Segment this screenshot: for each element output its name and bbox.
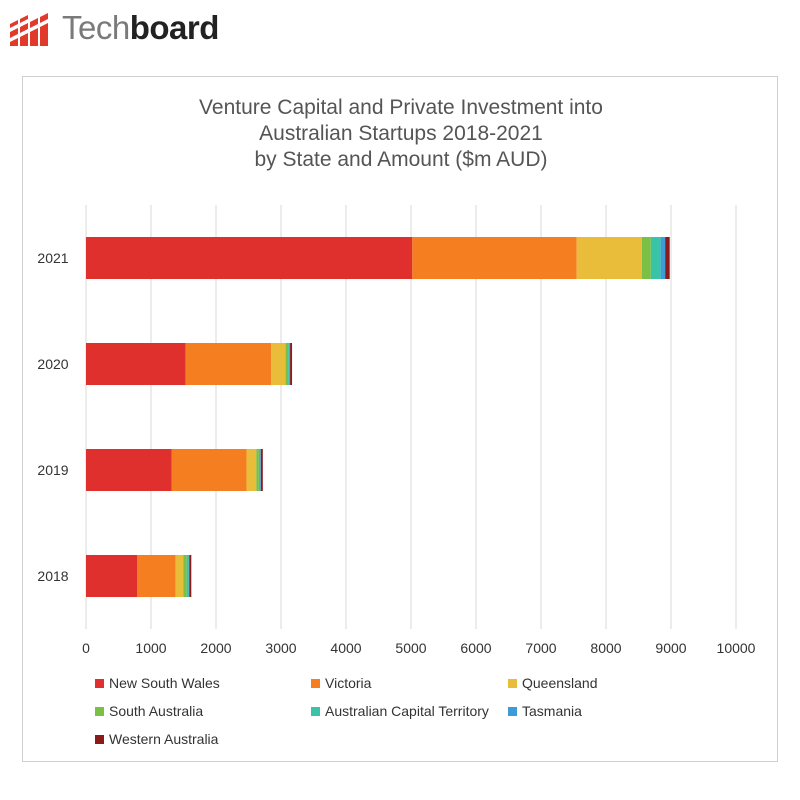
legend-item: Queensland	[508, 675, 598, 691]
legend-swatch	[95, 678, 104, 688]
bar-segment	[186, 555, 189, 597]
stacked-bar-chart: 0 1000 2000 3000 4000 5000 6000 7000 8000 9000 100…	[37, 205, 756, 656]
x-tick-label: 8000	[590, 640, 621, 656]
bar-segment	[271, 343, 286, 385]
y-category-label: 2019	[37, 462, 68, 478]
legend-item: Australian Capital Territory	[311, 703, 489, 719]
legend-item: Victoria	[311, 675, 371, 691]
legend-label: South Australia	[109, 703, 204, 719]
bar-segment	[660, 237, 666, 279]
bar-segment	[188, 555, 190, 597]
bar-segment	[246, 449, 257, 491]
x-tick-label: 4000	[330, 640, 361, 656]
bar-segment	[288, 343, 290, 385]
y-category-label: 2021	[37, 250, 68, 266]
y-category-label: 2020	[37, 356, 68, 372]
bar-segment	[260, 449, 261, 491]
x-tick-label: 7000	[525, 640, 556, 656]
x-tick-label: 0	[82, 640, 90, 656]
legend-swatch	[311, 678, 320, 688]
bar-segment	[256, 449, 259, 491]
legend-label: Victoria	[325, 675, 372, 691]
legend-label: Queensland	[522, 675, 598, 691]
x-tick-label: 2000	[200, 640, 231, 656]
x-tick-label: 6000	[460, 640, 491, 656]
legend-item: Western Australia	[95, 731, 218, 747]
chart-title-line-3: by State and Amount ($m AUD)	[254, 148, 548, 171]
bar-segment	[258, 449, 261, 491]
bar-segment	[650, 237, 661, 279]
logo-text-light: Tech	[62, 9, 130, 46]
legend-swatch	[508, 678, 517, 688]
y-category-label: 2018	[37, 568, 68, 584]
legend-swatch	[508, 706, 517, 716]
legend-swatch	[95, 734, 104, 744]
legend-item: Tasmania	[508, 703, 582, 719]
bar-segment	[185, 343, 272, 385]
bar-segment	[175, 555, 184, 597]
bar-segment	[290, 343, 293, 385]
legend-item: South Australia	[95, 703, 203, 719]
legend-item: New South Wales	[95, 675, 220, 691]
x-tick-label: 1000	[135, 640, 166, 656]
bar-segment	[641, 237, 651, 279]
legend-swatch	[95, 706, 104, 716]
x-tick-label: 10000	[717, 640, 756, 656]
bar-segment	[86, 449, 172, 491]
x-tick-label: 5000	[395, 640, 426, 656]
legend-label: New South Wales	[109, 675, 220, 691]
chart-title-line-1: Venture Capital and Private Investment i…	[199, 96, 603, 119]
bar-segment	[86, 343, 186, 385]
legend-label: Australian Capital Territory	[325, 703, 489, 719]
bar-segment	[189, 555, 192, 597]
x-tick-label: 9000	[655, 640, 686, 656]
bar-segment	[289, 343, 291, 385]
bar-segment	[665, 237, 670, 279]
bar-segment	[137, 555, 176, 597]
techboard-logo-icon	[10, 13, 48, 46]
logo-text-bold: board	[129, 9, 220, 46]
bar-segment	[285, 343, 289, 385]
bar-segment	[412, 237, 577, 279]
x-tick-label: 3000	[265, 640, 296, 656]
chart-title-line-2: Australian Startups 2018-2021	[259, 122, 543, 145]
bar-segment	[260, 449, 263, 491]
chart-frame: Venture Capital and Private Investment i…	[22, 76, 778, 762]
bar-segment	[183, 555, 187, 597]
bar-segment	[171, 449, 247, 491]
bar-segment	[576, 237, 642, 279]
legend-label: Western Australia	[109, 731, 219, 747]
bar-segment	[86, 237, 413, 279]
legend-label: Tasmania	[522, 703, 582, 719]
legend-swatch	[311, 706, 320, 716]
logo-wordmark: Techboard	[62, 9, 219, 47]
bar-segment	[86, 555, 138, 597]
techboard-logo: Techboard	[8, 8, 219, 48]
